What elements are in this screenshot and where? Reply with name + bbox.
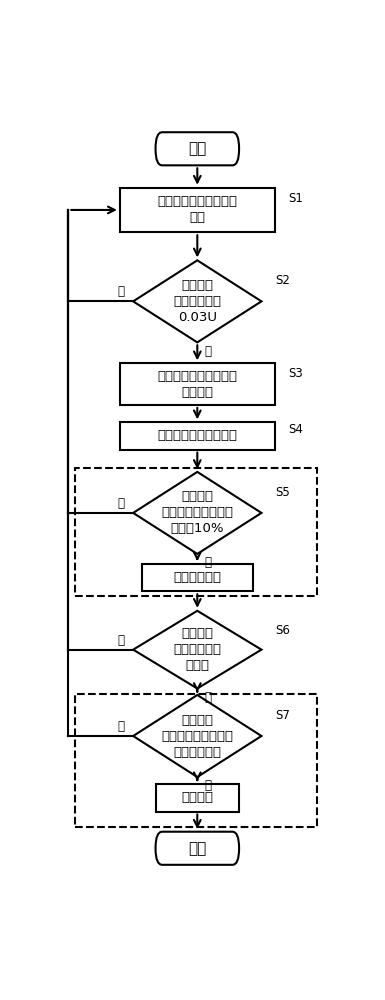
Text: S2: S2 bbox=[275, 274, 290, 287]
Text: 否: 否 bbox=[117, 285, 124, 298]
Text: 否: 否 bbox=[204, 691, 211, 704]
Text: 零序电压
均方根值是否大于相
电压的10%: 零序电压 均方根值是否大于相 电压的10% bbox=[161, 490, 233, 535]
Polygon shape bbox=[133, 472, 261, 554]
Text: 是: 是 bbox=[204, 779, 211, 792]
Polygon shape bbox=[133, 260, 261, 342]
Text: S5: S5 bbox=[275, 486, 290, 499]
Bar bbox=[75, 694, 316, 827]
Text: 是: 是 bbox=[204, 556, 211, 569]
Bar bbox=[120, 363, 275, 405]
Bar bbox=[75, 468, 316, 596]
Text: 扰动前后
工频能量的差值是否
小于扰动阈值: 扰动前后 工频能量的差值是否 小于扰动阈值 bbox=[161, 714, 233, 758]
Text: S1: S1 bbox=[288, 192, 303, 205]
Polygon shape bbox=[133, 611, 261, 689]
Text: 记录持续时间: 记录持续时间 bbox=[173, 571, 221, 584]
Bar bbox=[120, 188, 275, 232]
Text: 电压波形
信号是否大于
0.03U: 电压波形 信号是否大于 0.03U bbox=[173, 279, 221, 324]
Bar bbox=[120, 422, 275, 450]
Text: 开始: 开始 bbox=[188, 141, 206, 156]
Text: S4: S4 bbox=[288, 423, 303, 436]
Text: 对电压波形信号进行分
解和重构: 对电压波形信号进行分 解和重构 bbox=[157, 370, 237, 399]
Text: 获取采样零序电压波形
信号: 获取采样零序电压波形 信号 bbox=[157, 195, 237, 224]
Polygon shape bbox=[133, 695, 261, 777]
Text: 否: 否 bbox=[117, 497, 124, 510]
Text: S6: S6 bbox=[275, 624, 290, 637]
Text: 持续时间
是否位于持续
区间内: 持续时间 是否位于持续 区间内 bbox=[173, 627, 221, 672]
Text: 结束: 结束 bbox=[188, 841, 206, 856]
Text: S7: S7 bbox=[275, 709, 290, 722]
Bar bbox=[156, 784, 239, 812]
Text: 早期故障: 早期故障 bbox=[181, 791, 213, 804]
Text: 计算零序电压均方根值: 计算零序电压均方根值 bbox=[157, 429, 237, 442]
FancyBboxPatch shape bbox=[156, 132, 239, 165]
Text: 是: 是 bbox=[204, 345, 211, 358]
FancyBboxPatch shape bbox=[156, 832, 239, 865]
Text: 否: 否 bbox=[117, 720, 124, 733]
Text: S3: S3 bbox=[288, 367, 303, 380]
Text: 是: 是 bbox=[117, 634, 124, 647]
Bar bbox=[142, 564, 253, 591]
